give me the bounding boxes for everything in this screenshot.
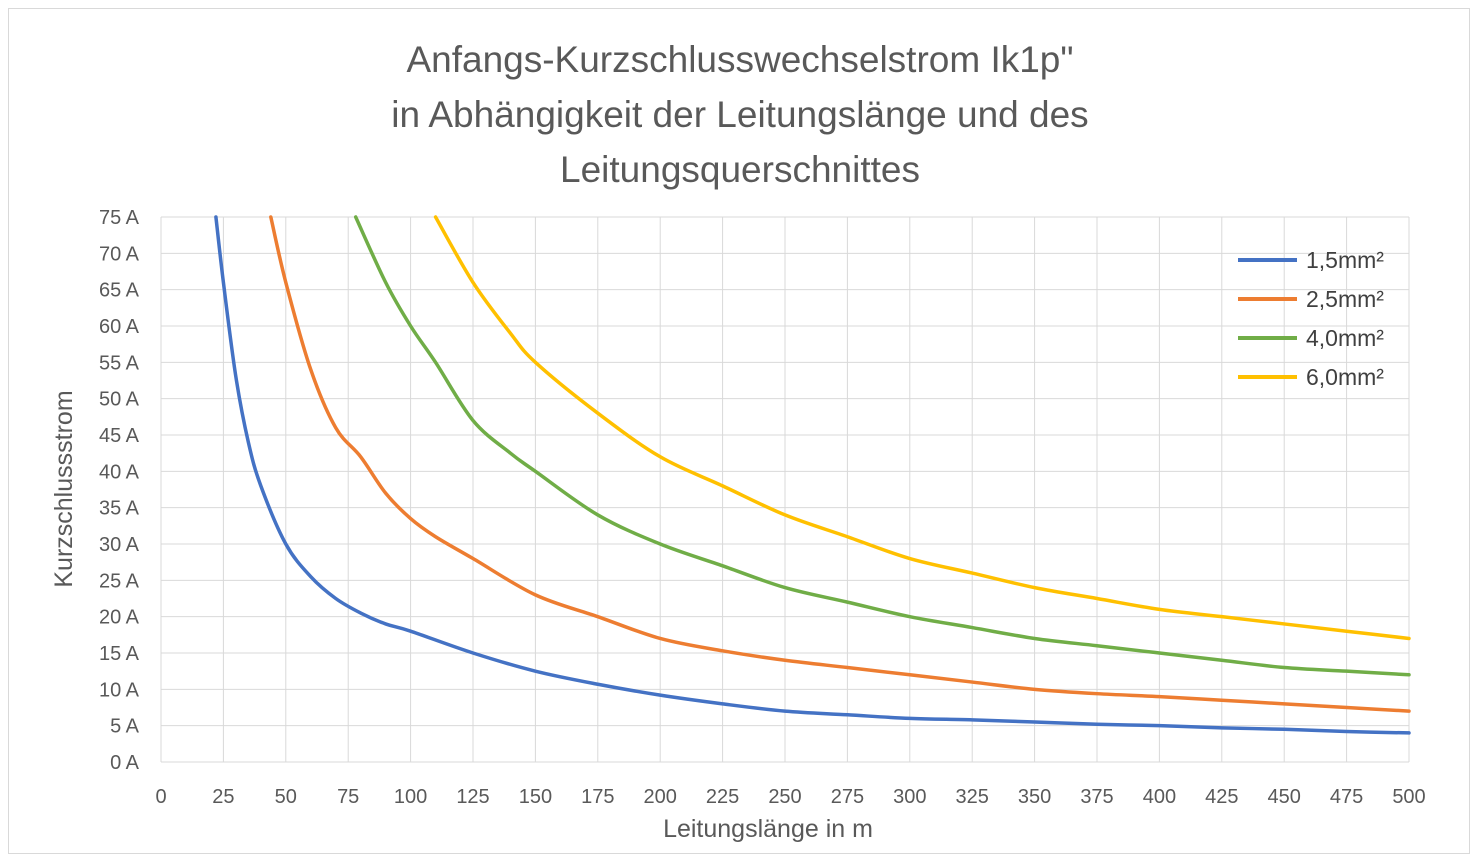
x-tick-label: 0 xyxy=(155,786,166,808)
y-tick-label: 0 A xyxy=(110,752,140,774)
x-tick-label: 400 xyxy=(1143,786,1176,808)
y-tick-label: 10 A xyxy=(99,679,140,701)
x-tick-label: 450 xyxy=(1268,786,1301,808)
y-tick-label: 75 A xyxy=(99,207,140,229)
x-tick-label: 500 xyxy=(1392,786,1425,808)
chart-title-line-1: Anfangs-Kurzschlusswechselstrom Ik1p" xyxy=(406,39,1074,80)
legend: 1,5mm² 2,5mm² 4,0mm² 6,0mm² xyxy=(1238,247,1384,390)
series-line-2 xyxy=(269,215,1411,713)
series-line-1 xyxy=(214,215,1411,735)
y-tick-label: 20 A xyxy=(99,607,140,629)
y-tick-label: 30 A xyxy=(99,534,140,556)
x-tick-label: 25 xyxy=(212,786,234,808)
series-line-3 xyxy=(353,215,1411,677)
x-tick-label: 100 xyxy=(394,786,427,808)
y-tick-label: 55 A xyxy=(99,352,140,374)
series-line-4 xyxy=(433,215,1411,641)
x-tick-label: 275 xyxy=(831,786,864,808)
x-tick-label: 225 xyxy=(706,786,739,808)
chart-title-line-3: Leitungsquerschnittes xyxy=(560,149,920,190)
y-tick-label: 5 A xyxy=(110,716,140,738)
y-tick-label: 15 A xyxy=(99,643,140,665)
x-tick-label: 300 xyxy=(893,786,926,808)
y-tick-label: 50 A xyxy=(99,389,140,411)
x-tick-label: 475 xyxy=(1330,786,1363,808)
series-lines xyxy=(214,215,1411,735)
x-tick-label: 425 xyxy=(1205,786,1238,808)
y-tick-labels: 0 A 5 A 10 A 15 A 20 A 25 A 30 A 35 A 40 A 45 A 50… xyxy=(99,207,140,774)
y-tick-label: 35 A xyxy=(99,498,140,520)
legend-label: 1,5mm² xyxy=(1306,247,1384,273)
y-tick-label: 70 A xyxy=(99,243,140,265)
x-tick-label: 50 xyxy=(275,786,297,808)
x-tick-label: 150 xyxy=(519,786,552,808)
legend-label: 2,5mm² xyxy=(1306,286,1384,312)
legend-label: 4,0mm² xyxy=(1306,325,1384,351)
chart-title-line-2: in Abhängigkeit der Leitungslänge und de… xyxy=(391,94,1089,135)
grid-lines xyxy=(160,216,1410,763)
x-tick-label: 75 xyxy=(337,786,359,808)
y-tick-label: 25 A xyxy=(99,570,140,592)
x-tick-label: 350 xyxy=(1018,786,1051,808)
x-tick-label: 325 xyxy=(956,786,989,808)
y-tick-label: 45 A xyxy=(99,425,140,447)
y-tick-label: 65 A xyxy=(99,280,140,302)
x-tick-labels: 0 25 50 75 100 125 150 175 200 225 250 275 300 325 350… xyxy=(155,786,1425,808)
y-tick-label: 60 A xyxy=(99,316,140,338)
legend-label: 6,0mm² xyxy=(1306,364,1384,390)
y-tick-label: 40 A xyxy=(99,461,140,483)
y-axis-title: Kurzschlussstrom xyxy=(50,390,78,587)
x-tick-label: 125 xyxy=(456,786,489,808)
x-tick-label: 200 xyxy=(644,786,677,808)
x-tick-label: 375 xyxy=(1080,786,1113,808)
chart-frame xyxy=(8,8,1470,854)
x-axis-title: Leitungslänge in m xyxy=(663,815,873,843)
x-tick-label: 250 xyxy=(768,786,801,808)
x-tick-label: 175 xyxy=(581,786,614,808)
